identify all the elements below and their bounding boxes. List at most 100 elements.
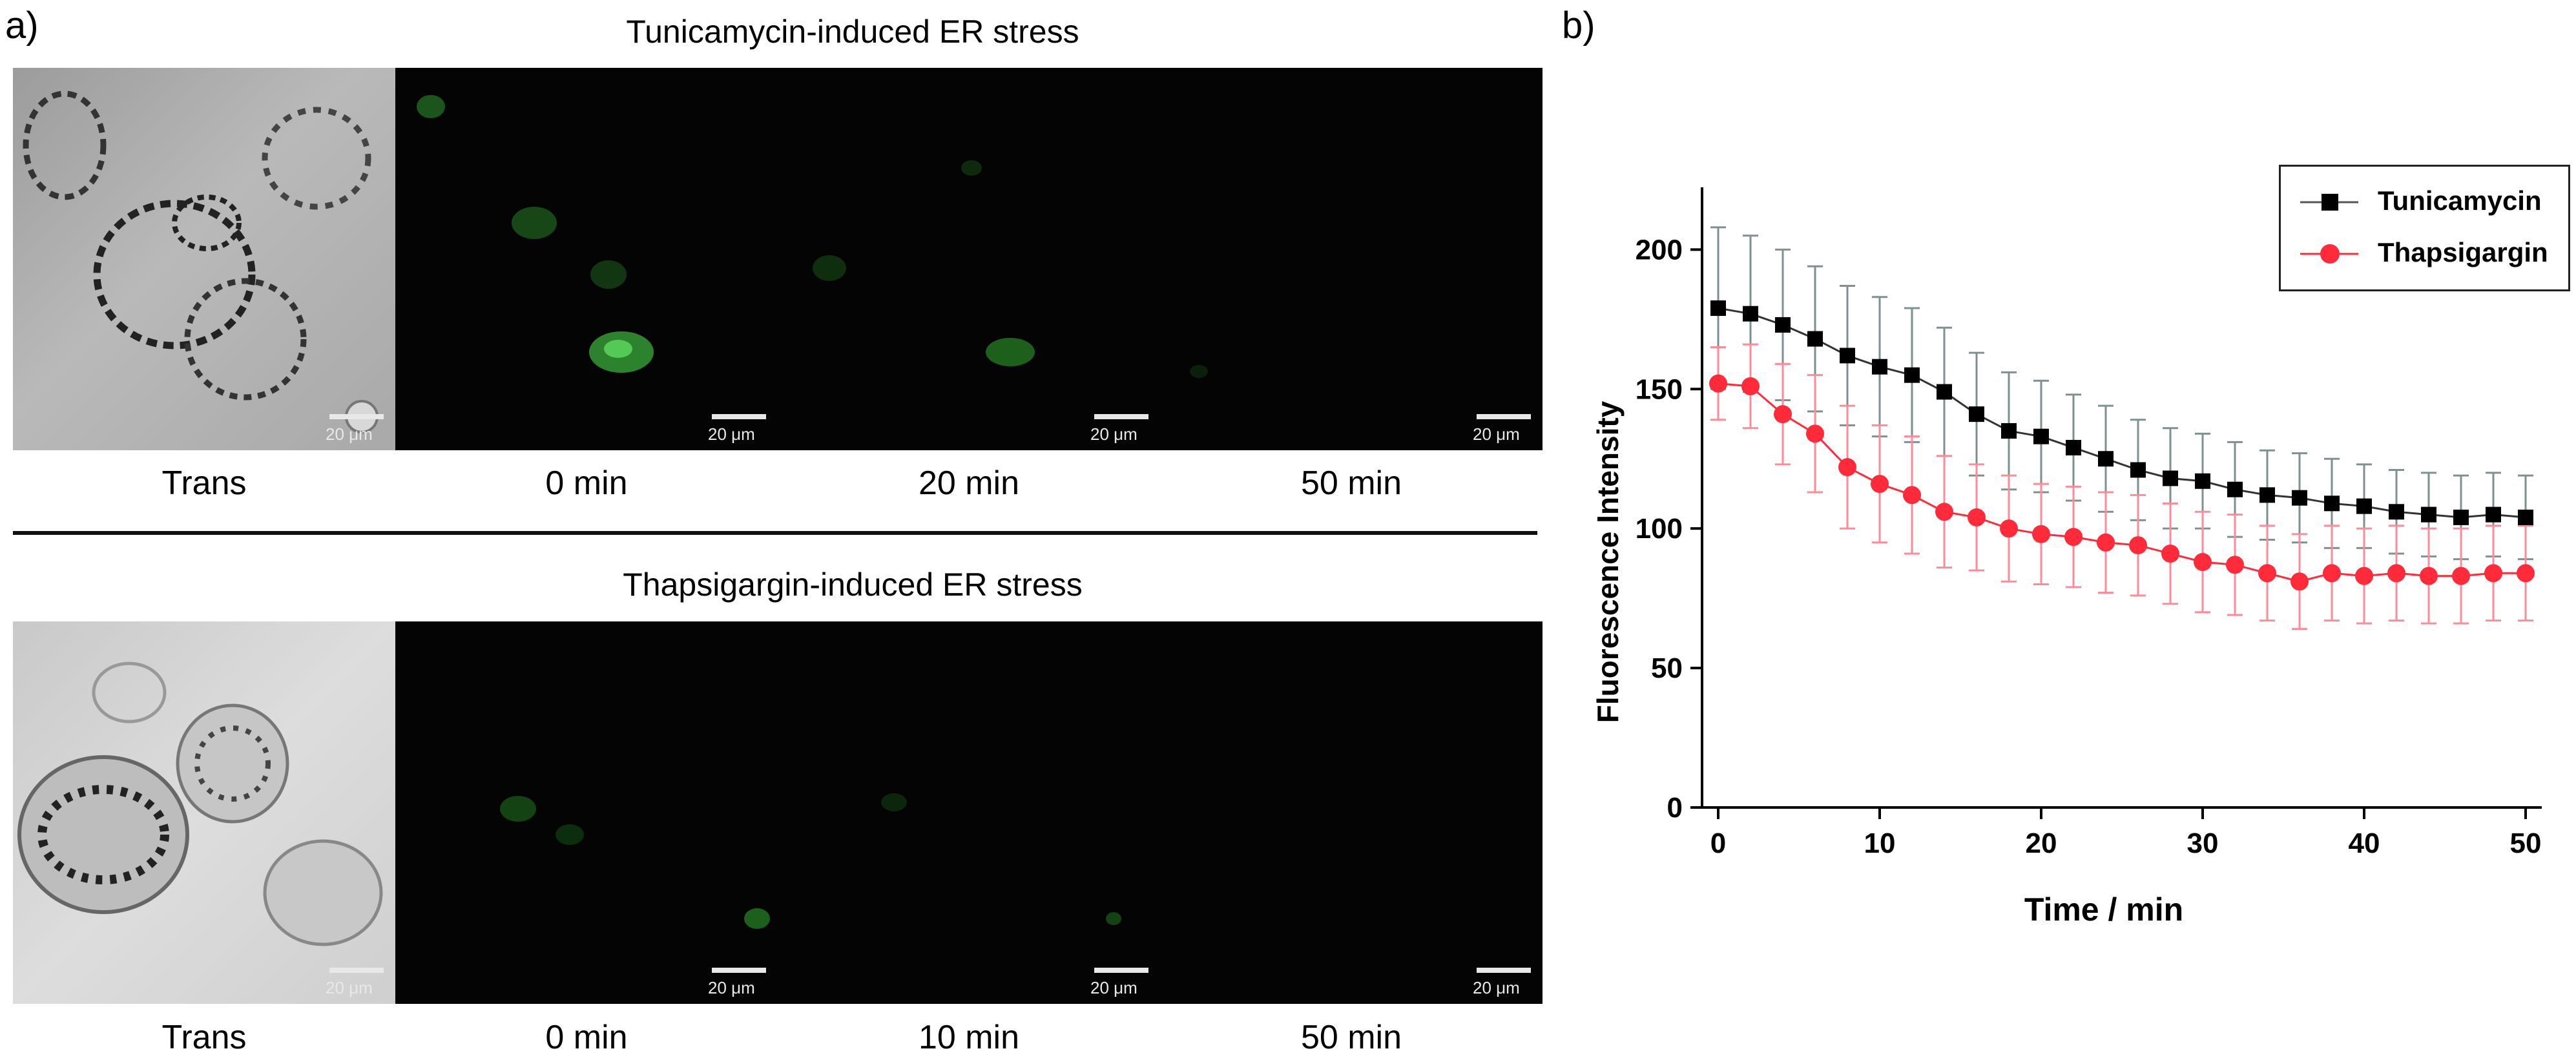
- data-point-tunicamycin: [2227, 481, 2243, 497]
- series-line-tunicamycin: [1718, 307, 2526, 519]
- row1-0min-fluorescence: [417, 95, 654, 373]
- row1-trans-cells: [23, 90, 379, 433]
- series-line-thapsigargin: [1718, 382, 2526, 583]
- data-point-tunicamycin: [2163, 470, 2178, 486]
- row1-20min-scale-label: 20 μm: [1090, 424, 1137, 444]
- row2-0min-scalebar: [712, 968, 766, 973]
- fluorescence-chart: 0 10 20 30 40 50 0 50 100 150 200 Time / min Fluor…: [1591, 187, 2542, 928]
- y-tick-label: 150: [1636, 373, 1683, 405]
- data-point-tunicamycin: [2518, 509, 2533, 525]
- data-point-thapsigargin: [2323, 564, 2341, 583]
- row2-0min-fluorescence: [500, 796, 770, 929]
- data-point-tunicamycin: [2033, 428, 2049, 444]
- data-point-thapsigargin: [1806, 424, 1824, 443]
- data-point-thapsigargin: [2290, 572, 2309, 591]
- data-point-tunicamycin: [1969, 406, 1984, 422]
- x-axis-label: Time / min: [2024, 891, 2183, 928]
- row2-caption-trans: Trans: [161, 1019, 247, 1056]
- row2-caption-0min: 0 min: [545, 1019, 628, 1056]
- data-point-thapsigargin: [2420, 567, 2438, 585]
- data-point-thapsigargin: [1838, 458, 1856, 477]
- row1-caption-50min: 50 min: [1300, 464, 1402, 502]
- row1-20min-image: 20 μm: [778, 68, 1160, 450]
- row1-20min-scalebar: [1094, 414, 1148, 419]
- data-point-tunicamycin: [2292, 490, 2307, 506]
- row2-50min-scale-label: 20 μm: [1473, 978, 1520, 997]
- row2-caption-10min: 10 min: [918, 1019, 1020, 1056]
- series-points: [1709, 300, 2535, 591]
- data-point-tunicamycin: [2098, 451, 2114, 467]
- data-point-thapsigargin: [1774, 405, 1792, 424]
- data-point-thapsigargin: [1903, 486, 1921, 505]
- y-tick-label: 50: [1651, 652, 1683, 684]
- row2-10min-image: 20 μm: [778, 621, 1160, 1004]
- series-lines: [1718, 307, 2526, 583]
- legend-label-tunicamycin: Tunicamycin: [2378, 185, 2542, 216]
- data-point-tunicamycin: [1710, 300, 1726, 317]
- legend-marker-tunicamycin: [2300, 194, 2358, 211]
- data-point-thapsigargin: [2226, 556, 2244, 574]
- row1-0min-scalebar: [712, 414, 766, 419]
- x-tick-label: 40: [2349, 828, 2380, 859]
- row2-trans-image: 20 μm: [13, 621, 395, 1004]
- data-point-thapsigargin: [1968, 508, 1986, 526]
- data-point-tunicamycin: [2195, 473, 2210, 489]
- data-point-thapsigargin: [2452, 567, 2470, 585]
- data-point-thapsigargin: [1871, 475, 1889, 494]
- data-point-tunicamycin: [2421, 506, 2436, 523]
- x-tick-label: 30: [2187, 828, 2219, 859]
- data-point-tunicamycin: [1937, 384, 1952, 400]
- x-tick-label: 20: [2026, 828, 2057, 859]
- row1-50min-scale-label: 20 μm: [1473, 424, 1520, 444]
- data-point-thapsigargin: [2387, 564, 2405, 583]
- data-point-thapsigargin: [2161, 545, 2179, 563]
- data-point-thapsigargin: [2355, 567, 2373, 585]
- y-axis-label: Fluorescence Intensity: [1591, 401, 1625, 723]
- data-point-tunicamycin: [1807, 331, 1823, 347]
- row2-0min-scale-label: 20 μm: [708, 978, 755, 997]
- data-point-tunicamycin: [2066, 439, 2081, 455]
- data-point-thapsigargin: [2517, 564, 2535, 583]
- data-point-tunicamycin: [1840, 348, 1855, 364]
- data-point-thapsigargin: [2064, 528, 2083, 547]
- row1-caption-20min: 20 min: [918, 464, 1020, 502]
- y-tick-label: 200: [1636, 234, 1683, 266]
- data-point-tunicamycin: [2001, 423, 2017, 439]
- data-point-thapsigargin: [2097, 533, 2115, 552]
- y-tick-label: 100: [1636, 513, 1683, 545]
- data-point-tunicamycin: [1904, 367, 1920, 383]
- row2-10min-scalebar: [1094, 968, 1148, 973]
- row2-trans-scalebar: [329, 968, 384, 973]
- legend-label-thapsigargin: Thapsigargin: [2378, 237, 2548, 267]
- data-point-thapsigargin: [2129, 536, 2147, 555]
- data-point-tunicamycin: [2259, 487, 2275, 503]
- data-point-tunicamycin: [2453, 509, 2469, 525]
- row1-trans-image: 20 μm: [13, 68, 395, 450]
- row2-50min-image: 20 μm: [1160, 621, 1542, 1004]
- data-point-thapsigargin: [1935, 503, 1953, 521]
- data-point-tunicamycin: [1743, 306, 1758, 322]
- panel-a-label: a): [5, 5, 39, 47]
- data-point-thapsigargin: [2258, 564, 2276, 583]
- row2-50min-scalebar: [1477, 968, 1531, 973]
- data-point-thapsigargin: [1741, 377, 1760, 395]
- data-point-tunicamycin: [2389, 504, 2404, 520]
- data-point-thapsigargin: [2032, 525, 2050, 543]
- data-point-tunicamycin: [2356, 498, 2372, 514]
- row1-title: Tunicamycin-induced ER stress: [626, 14, 1079, 50]
- data-point-thapsigargin: [2000, 519, 2018, 538]
- legend-item-tunicamycin: Tunicamycin: [2281, 183, 2568, 222]
- x-tick-label: 10: [1864, 828, 1896, 859]
- legend-item-thapsigargin: Thapsigargin: [2281, 234, 2568, 273]
- legend-marker-thapsigargin: [2300, 244, 2358, 264]
- row2-0min-image: 20 μm: [395, 621, 778, 1004]
- axes: 0 10 20 30 40 50 0 50 100 150 200: [1636, 187, 2542, 859]
- data-point-tunicamycin: [2486, 506, 2501, 523]
- row1-20min-fluorescence: [813, 160, 1035, 366]
- row1-50min-image: 20 μm: [1160, 68, 1542, 450]
- data-point-tunicamycin: [1775, 317, 1791, 333]
- row-divider: [13, 531, 1537, 535]
- row2-caption-50min: 50 min: [1300, 1019, 1402, 1056]
- data-point-tunicamycin: [2324, 495, 2340, 512]
- row1-0min-scale-label: 20 μm: [708, 424, 755, 444]
